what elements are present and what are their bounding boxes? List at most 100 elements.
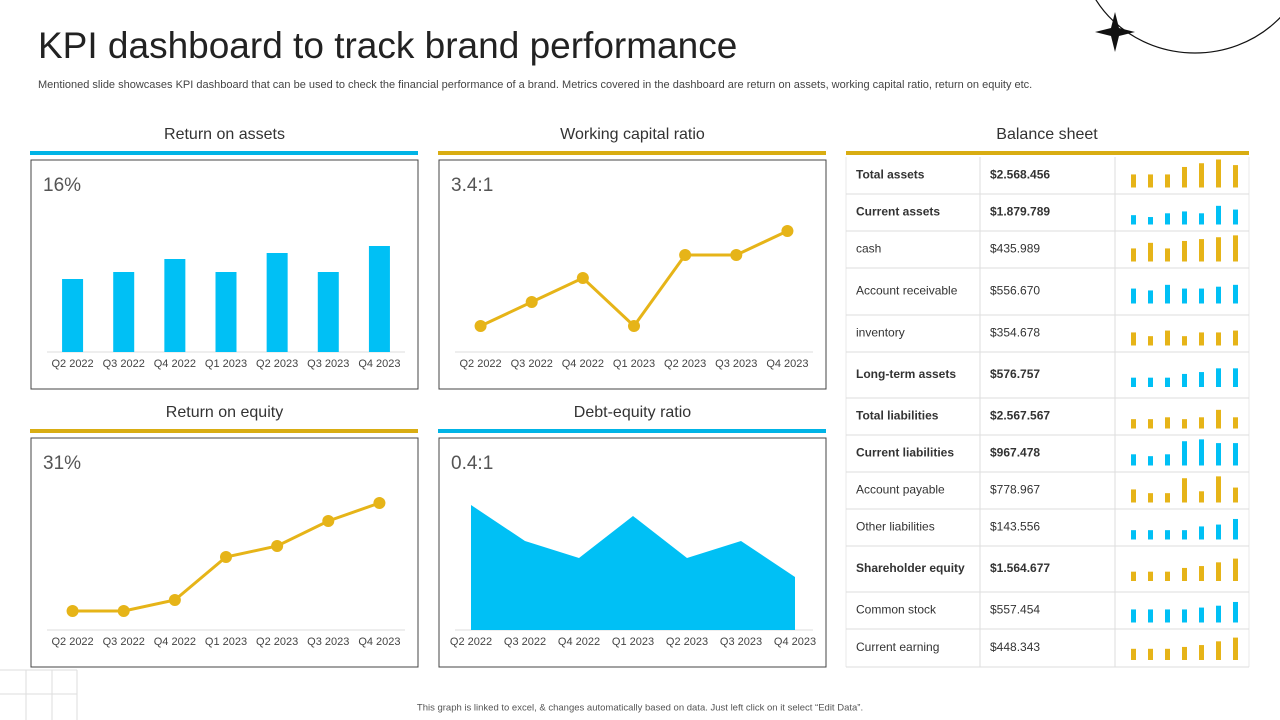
sparkline-bar [1233,284,1238,304]
sparkline-bar [1199,417,1204,429]
sparkline-bar [1199,439,1204,466]
row-value: $967.478 [990,446,1040,460]
sparkline-bar [1165,571,1170,581]
sparkline-bar [1148,648,1153,660]
sparkline-bar [1182,166,1187,188]
sparkline-bar [1199,372,1204,387]
x-tick-label: Q4 2023 [766,358,808,370]
x-tick-label: Q4 2022 [154,636,196,648]
sparkline-bar [1165,648,1170,660]
sparkline-bar [1199,566,1204,581]
sparkline-bar [1148,493,1153,503]
sparkline-bar [1216,605,1221,623]
row-label: Current earning [856,640,939,654]
sparkline-bar [1165,213,1170,225]
row-label: Total assets [856,168,925,182]
bar [62,279,84,352]
line-point [576,272,589,284]
line-point [322,515,335,527]
x-tick-label: Q4 2023 [358,636,400,648]
kpi-value: 0.4:1 [451,453,493,474]
sparkline-bar [1165,454,1170,466]
panel-title: Return on equity [166,404,283,421]
kpi-value: 31% [43,453,81,474]
line-point [373,497,386,509]
panel-accent [846,151,1249,155]
sparkline-bar [1182,646,1187,660]
x-tick-label: Q3 2022 [511,358,553,370]
sparkline-bar [1165,493,1170,503]
page-subtitle: Mentioned slide showcases KPI dashboard … [38,79,1032,91]
x-tick-label: Q2 2023 [666,636,708,648]
sparkline-bar [1216,368,1221,387]
sparkline-bar [1216,641,1221,660]
sparkline-bar [1233,209,1238,225]
sparkline-bar [1216,332,1221,346]
x-tick-label: Q4 2023 [358,358,400,370]
x-tick-label: Q3 2023 [715,358,757,370]
x-tick-label: Q3 2022 [103,636,145,648]
sparkline-bar [1148,336,1153,346]
row-value: $576.757 [990,367,1040,381]
x-tick-label: Q1 2023 [613,358,655,370]
sparkline-bar [1233,558,1238,581]
x-tick-label: Q1 2023 [205,358,247,370]
panel-title: Return on assets [164,126,285,143]
x-tick-label: Q3 2023 [307,636,349,648]
sparkline-bar [1131,377,1136,387]
bar [164,259,186,352]
line-point [117,605,130,617]
sparkline-bar [1199,645,1204,660]
line-point [220,551,232,563]
row-value: $435.989 [990,242,1040,256]
sparkline-bar [1165,248,1170,262]
row-label: Current assets [856,205,940,219]
line-point [525,296,538,308]
sparkline-bar [1148,377,1153,387]
sparkline-bar [1199,163,1204,188]
row-value: $557.454 [990,603,1040,617]
line-point [730,249,743,261]
sparkline-bar [1233,443,1238,466]
row-label: Total liabilities [856,409,939,423]
panel-title: Working capital ratio [560,126,705,143]
line-point [168,594,181,606]
row-label: Account receivable [856,284,958,298]
sparkline-bar [1148,290,1153,304]
line-point [271,540,284,552]
sparkline-bar [1199,491,1204,503]
sparkline-bar [1131,174,1136,188]
sparkline-bar [1182,609,1187,623]
row-value: $778.967 [990,483,1040,497]
sparkline-bar [1233,417,1238,429]
line-point [66,605,79,617]
sparkline-bar [1131,215,1136,225]
sparkline-bar [1148,609,1153,623]
bar [266,253,288,352]
sparkline-bar [1199,288,1204,304]
x-tick-label: Q2 2023 [664,358,706,370]
sparkline-bar [1165,417,1170,429]
panel-accent [438,151,826,155]
sparkline-bar [1216,443,1221,466]
sparkline-bar [1216,524,1221,540]
sparkline-bar [1131,288,1136,304]
row-label: inventory [856,326,905,340]
sparkline-bar [1165,330,1170,346]
row-value: $354.678 [990,326,1040,340]
row-value: $143.556 [990,520,1040,534]
sparkline-bar [1199,213,1204,225]
bar [113,272,135,352]
row-label: Shareholder equity [856,561,965,575]
panel-box [438,437,827,668]
page-title: KPI dashboard to track brand performance [38,25,737,66]
sparkline-bar [1216,237,1221,262]
row-value: $448.343 [990,640,1040,654]
line-point [474,320,487,332]
sparkline-bar [1165,530,1170,540]
sparkline-bar [1131,332,1136,346]
decor-star [1095,12,1135,52]
sparkline-bar [1182,336,1187,346]
sparkline-bar [1182,567,1187,581]
sparkline-bar [1148,456,1153,466]
